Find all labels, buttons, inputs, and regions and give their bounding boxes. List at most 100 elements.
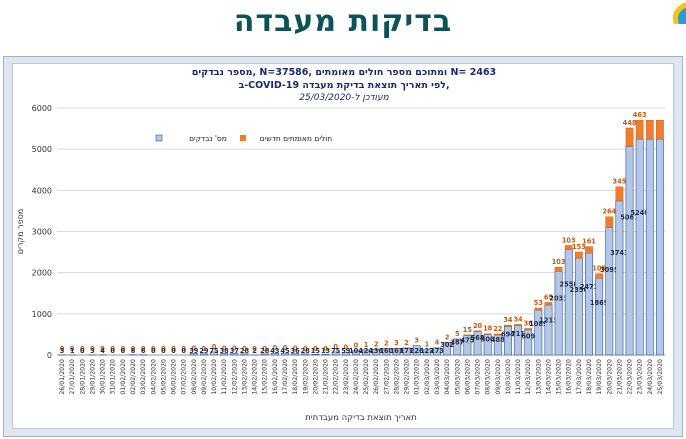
tested-data-label: 2 xyxy=(252,347,257,355)
bar-tested xyxy=(260,353,269,356)
bar-tested xyxy=(220,353,229,356)
x-tick-label: 27/01/2020 xyxy=(69,359,76,395)
confirmed-data-label: 3 xyxy=(394,339,399,347)
bar-confirmed xyxy=(524,328,533,331)
confirmed-data-label: 0 xyxy=(323,345,328,353)
confirmed-data-label: 0 xyxy=(181,345,186,353)
confirmed-data-label: 53 xyxy=(534,299,544,307)
x-tick-label: 30/01/2020 xyxy=(100,359,107,395)
confirmed-data-label: 0 xyxy=(232,344,237,352)
x-tick-label: 23/02/2020 xyxy=(343,359,350,395)
tested-data-label: 0 xyxy=(80,347,85,355)
x-tick-label: 09/02/2020 xyxy=(201,359,208,395)
tested-data-label: 28 xyxy=(260,347,270,355)
x-tick-label: 27/02/2020 xyxy=(383,359,390,395)
x-tick-label: 04/03/2020 xyxy=(444,359,451,395)
y-tick-label: 6000 xyxy=(32,104,52,113)
x-tick-label: 11/03/2020 xyxy=(515,359,522,395)
x-tick-label: 04/02/2020 xyxy=(150,359,157,395)
chart-title-line1: מספר נבדקים, N=37586, ומתוכם מספר חולים … xyxy=(191,67,497,78)
tested-data-label: 694 xyxy=(501,330,515,338)
bar-confirmed xyxy=(585,246,593,254)
x-tick-label: 08/03/2020 xyxy=(485,359,492,395)
confirmed-data-label: 34 xyxy=(513,315,523,323)
confirmed-data-label: 0 xyxy=(121,345,126,353)
bar-tested xyxy=(341,352,350,356)
bar-tested xyxy=(615,200,624,356)
tested-data-label: 43 xyxy=(270,347,280,355)
tested-data-label: 475 xyxy=(461,336,475,344)
bar-confirmed xyxy=(473,330,482,332)
tested-data-label: 28 xyxy=(301,347,311,355)
bar-tested xyxy=(655,138,664,356)
tested-data-label: 36 xyxy=(291,347,301,355)
tested-data-label: 4 xyxy=(100,347,105,355)
bar-tested xyxy=(625,146,634,356)
x-tick-label: 16/02/2020 xyxy=(272,359,279,395)
tested-data-label: 3 xyxy=(90,347,95,355)
page-title: בדיקות מעבדה xyxy=(233,4,453,39)
tested-data-label: 1869 xyxy=(590,299,609,307)
y-tick-label: 1000 xyxy=(32,310,52,319)
x-tick-label: 26/02/2020 xyxy=(373,359,380,395)
bar-tested xyxy=(230,353,239,356)
confirmed-data-label: 5 xyxy=(455,330,460,338)
tested-data-label: 2033 xyxy=(549,295,568,303)
tested-data-label: 2558 xyxy=(560,281,579,289)
tested-data-label: 15 xyxy=(311,347,321,355)
confirmed-data-label: 0 xyxy=(202,345,207,353)
confirmed-data-label: 463 xyxy=(633,111,647,119)
tested-data-label: 39 xyxy=(189,347,199,355)
tested-data-label: 161 xyxy=(390,347,404,355)
bar-confirmed xyxy=(514,324,522,326)
x-tick-label: 06/03/2020 xyxy=(464,359,471,395)
confirmed-data-label: 0 xyxy=(293,345,298,353)
x-tick-label: 12/02/2020 xyxy=(231,359,238,395)
x-tick-label: 07/02/2020 xyxy=(181,359,188,395)
chart-panel: 0 1000 2000 3000 4000 5000 6000 מספר מקרים תאריך… xyxy=(3,56,683,437)
tested-data-label: 0 xyxy=(121,347,126,355)
y-tick-label: 0 xyxy=(47,351,52,360)
x-tick-label: 19/02/2020 xyxy=(302,359,309,395)
confirmed-data-label: 2 xyxy=(445,333,450,341)
bar-confirmed xyxy=(656,120,664,140)
bar-tested xyxy=(605,227,614,356)
confirmed-data-label: 345 xyxy=(613,178,627,186)
confirmed-data-label: 36 xyxy=(524,319,534,327)
confirmed-data-label: 0 xyxy=(131,345,136,353)
tested-data-label: 5067 xyxy=(620,213,639,221)
x-tick-label: 02/02/2020 xyxy=(130,359,137,395)
x-tick-label: 10/02/2020 xyxy=(211,359,218,395)
bar-confirmed xyxy=(575,251,583,259)
tested-data-label: 45 xyxy=(280,347,290,355)
x-tick-label: 22/03/2020 xyxy=(627,359,634,395)
x-tick-label: 20/02/2020 xyxy=(312,359,319,395)
x-tick-label: 22/02/2020 xyxy=(333,359,340,395)
x-tick-label: 21/02/2020 xyxy=(323,359,330,395)
confirmed-data-label: 0 xyxy=(283,344,288,352)
tested-data-label: 75 xyxy=(209,347,219,355)
x-tick-label: 25/03/2020 xyxy=(657,359,664,395)
bar-tested xyxy=(595,277,604,356)
bar-confirmed xyxy=(605,216,614,228)
confirmed-data-label: 0 xyxy=(273,344,278,352)
bar-confirmed xyxy=(615,186,624,202)
bar-tested xyxy=(574,257,583,356)
tested-data-label: 136 xyxy=(369,347,383,355)
tested-data-label: 37 xyxy=(230,347,240,355)
legend-swatch-tested xyxy=(155,134,163,142)
x-tick-label: 07/03/2020 xyxy=(475,359,482,395)
x-tick-label: 05/03/2020 xyxy=(454,359,461,395)
bar-confirmed xyxy=(645,120,654,140)
bar-confirmed xyxy=(463,334,472,336)
tested-data-label: 75 xyxy=(331,347,341,355)
bar-tested xyxy=(311,354,320,356)
x-tick-label: 05/02/2020 xyxy=(160,359,167,395)
x-tick-label: 29/02/2020 xyxy=(404,359,411,395)
confirmed-data-label: 20 xyxy=(473,322,483,330)
bar-tested xyxy=(635,138,644,356)
bar-confirmed xyxy=(493,333,502,336)
y-axis-label: מספר מקרים xyxy=(16,209,25,254)
tested-data-label: 226 xyxy=(410,347,424,355)
x-tick-label: 13/03/2020 xyxy=(535,359,542,395)
